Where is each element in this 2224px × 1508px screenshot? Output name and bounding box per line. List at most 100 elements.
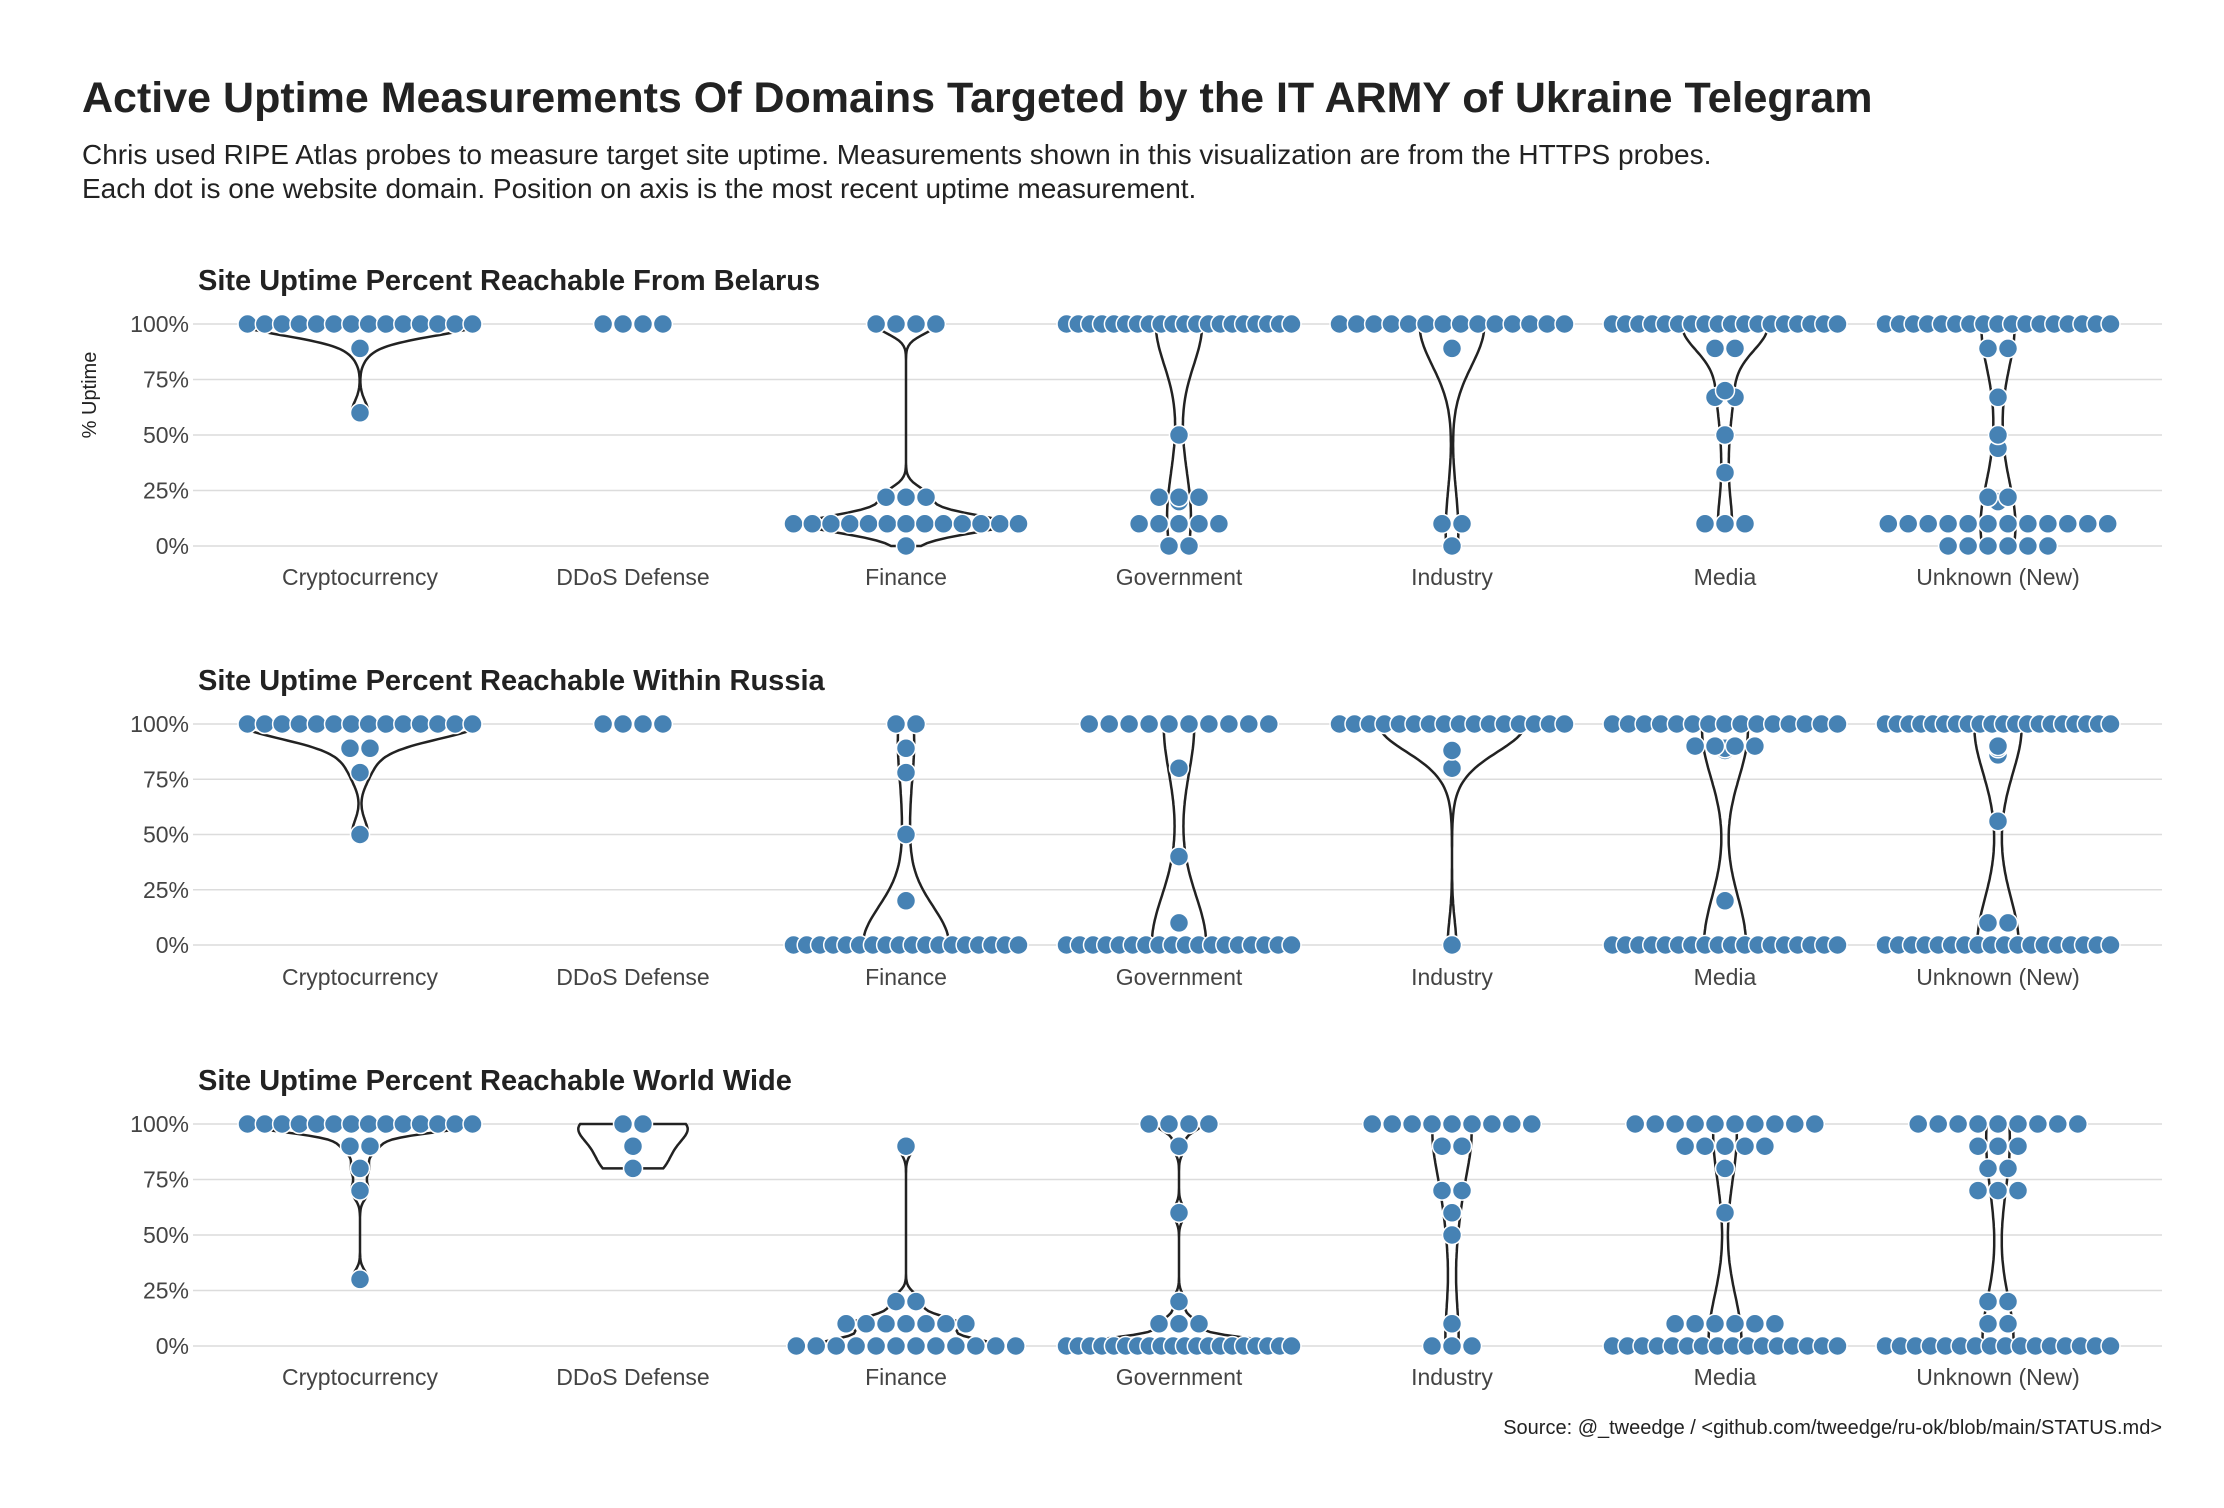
data-point xyxy=(323,713,345,735)
data-point xyxy=(955,1313,977,1335)
data-point xyxy=(358,313,379,335)
data-point xyxy=(1168,1135,1190,1157)
data-point xyxy=(349,1269,371,1290)
data-point xyxy=(1827,313,1848,335)
data-point xyxy=(1664,1313,1686,1335)
x-tick-label: Finance xyxy=(865,564,947,590)
y-tick-label: 50% xyxy=(143,422,189,448)
data-point xyxy=(359,738,381,759)
data-point xyxy=(877,513,898,535)
source-caption: Source: @_tweedge / <github.com/tweedge/… xyxy=(1503,1417,2162,1439)
data-point xyxy=(865,313,887,335)
data-point xyxy=(895,1135,917,1157)
y-tick-label: 100% xyxy=(130,1111,189,1137)
data-point xyxy=(1694,1135,1716,1157)
data-point xyxy=(952,513,973,535)
data-point xyxy=(1433,313,1454,335)
data-point xyxy=(1168,912,1190,934)
data-point xyxy=(1704,1113,1726,1135)
data-point xyxy=(1927,1113,1949,1135)
data-point xyxy=(612,313,634,335)
data-point xyxy=(989,513,1011,535)
data-point xyxy=(783,513,804,535)
data-point xyxy=(1363,313,1385,335)
data-point xyxy=(965,1335,987,1357)
data-point xyxy=(462,313,483,335)
data-point xyxy=(2017,535,2039,557)
data-point xyxy=(1947,1113,1969,1135)
data-point xyxy=(985,1335,1007,1357)
data-point xyxy=(2037,513,2059,535)
x-tick-label: Industry xyxy=(1411,564,1493,590)
panel-2: Site Uptime Percent Reachable Within Rus… xyxy=(130,665,2162,990)
data-point xyxy=(632,713,654,735)
data-point xyxy=(1674,1135,1696,1157)
x-tick-label: Finance xyxy=(865,1364,947,1390)
data-point xyxy=(1714,1158,1736,1179)
data-point xyxy=(1714,1202,1736,1224)
x-tick-label: DDoS Defense xyxy=(556,964,709,990)
data-point xyxy=(855,1313,877,1335)
data-point xyxy=(271,313,293,335)
data-point xyxy=(1381,313,1402,335)
chart-title: Active Uptime Measurements Of Domains Ta… xyxy=(82,74,1873,122)
data-point xyxy=(895,762,917,783)
data-point xyxy=(1744,1313,1766,1335)
y-tick-label: 25% xyxy=(143,478,189,504)
data-point xyxy=(1281,1335,1302,1357)
data-point xyxy=(323,313,345,335)
data-point xyxy=(1421,1113,1443,1135)
data-point xyxy=(895,535,917,557)
y-tick-label: 100% xyxy=(130,311,189,337)
data-point xyxy=(1827,713,1848,735)
data-point xyxy=(1724,1113,1746,1135)
data-point xyxy=(1997,513,2019,535)
data-point xyxy=(1987,1180,2009,1201)
data-point xyxy=(254,713,276,735)
data-point xyxy=(1118,713,1140,735)
x-tick-label: Government xyxy=(1116,964,1243,990)
data-point xyxy=(1967,1113,1989,1135)
data-point xyxy=(1421,1335,1443,1357)
x-tick-label: Cryptocurrency xyxy=(282,564,438,590)
data-point xyxy=(1878,513,1899,535)
data-point xyxy=(1168,513,1190,535)
violin-cryptocurrency xyxy=(240,322,480,415)
data-point xyxy=(632,313,654,335)
data-point xyxy=(306,313,327,335)
y-tick-label: 25% xyxy=(143,877,189,903)
data-point xyxy=(1441,1113,1463,1135)
data-point xyxy=(1401,1113,1423,1135)
data-point xyxy=(1281,313,1302,335)
data-point xyxy=(592,713,614,735)
data-point xyxy=(1258,713,1280,735)
data-point xyxy=(444,713,466,735)
data-point xyxy=(925,313,947,335)
data-point xyxy=(835,1313,857,1335)
data-point xyxy=(945,1335,967,1357)
data-point xyxy=(1188,1313,1210,1335)
data-point xyxy=(1734,513,1756,535)
data-point xyxy=(1784,1113,1806,1135)
data-point xyxy=(2100,934,2121,956)
data-point xyxy=(375,313,397,335)
data-point xyxy=(1451,1180,1473,1201)
x-tick-label: DDoS Defense xyxy=(556,1364,709,1390)
data-point xyxy=(1008,934,1029,956)
data-point xyxy=(1441,1202,1463,1224)
data-point xyxy=(2100,313,2121,335)
data-point xyxy=(1168,1291,1190,1312)
data-point xyxy=(1168,757,1190,779)
y-tick-label: 25% xyxy=(143,1278,189,1304)
x-tick-label: Government xyxy=(1116,564,1243,590)
x-tick-label: Media xyxy=(1694,564,1757,590)
data-point xyxy=(427,313,449,335)
data-point xyxy=(323,1113,345,1135)
data-point xyxy=(652,313,674,335)
data-point xyxy=(1704,1313,1726,1335)
data-point xyxy=(1704,735,1726,757)
x-tick-label: Government xyxy=(1116,1364,1243,1390)
data-point xyxy=(427,1113,449,1135)
data-point xyxy=(427,713,449,735)
data-point xyxy=(1178,1113,1200,1135)
